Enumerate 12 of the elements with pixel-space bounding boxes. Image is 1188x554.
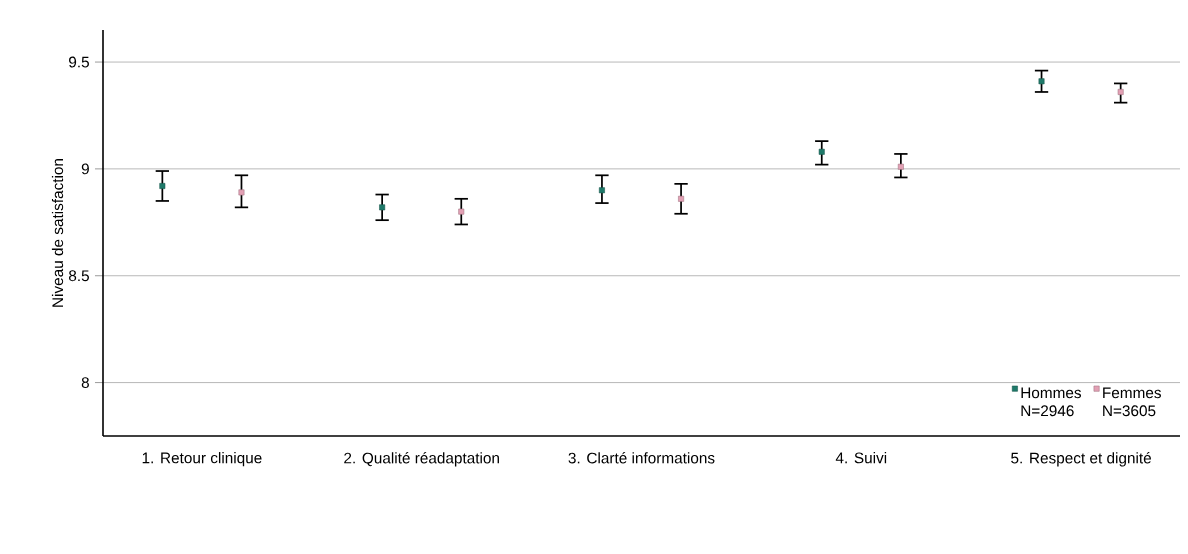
y-axis-title: Niveau de satisfaction <box>51 159 64 307</box>
y-tick-label: 8.5 <box>68 270 89 282</box>
y-tick-label: 9.5 <box>69 56 89 68</box>
legend-label: Femmes N=3605 <box>1103 387 1161 417</box>
legend-label: Hommes N=2946 <box>1021 387 1082 417</box>
x-tick-label: 5. Respect et dignité <box>1011 452 1151 467</box>
x-tick-label: 3. Clarté informations <box>568 452 715 464</box>
x-tick-label: 4. Suivi <box>835 452 887 464</box>
y-tick-label: 8 <box>81 377 89 388</box>
y-tick-label: 9 <box>81 163 89 175</box>
x-tick-label: 2. Qualité réadaptation <box>344 452 499 467</box>
x-tick-label: 1. Retour clinique <box>142 452 262 467</box>
